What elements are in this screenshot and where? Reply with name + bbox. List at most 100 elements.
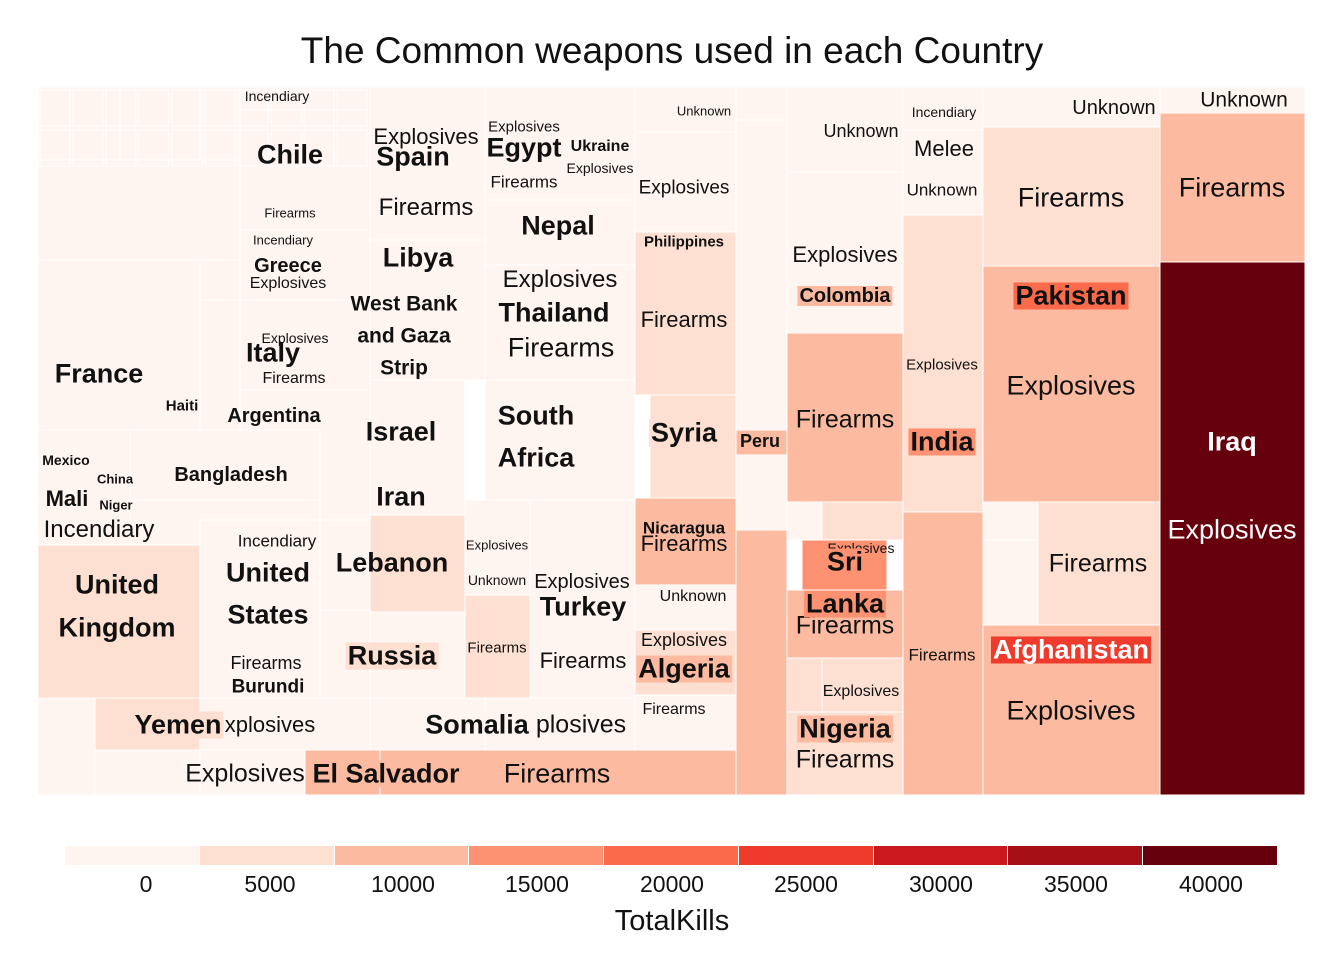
treemap-tile bbox=[902, 214, 984, 513]
treemap-tile bbox=[634, 497, 737, 586]
treemap-tile bbox=[821, 657, 904, 713]
weapon-label: Firearms bbox=[908, 645, 976, 665]
country-label: Turkey bbox=[539, 591, 627, 622]
weapon-label: Firearms bbox=[264, 205, 316, 221]
country-label: United bbox=[73, 569, 161, 600]
weapon-label: Firearms bbox=[642, 701, 706, 718]
weapon-label: Firearms bbox=[539, 648, 627, 673]
country-label: India bbox=[908, 426, 976, 457]
treemap-tile bbox=[37, 259, 201, 431]
country-label: El Salvador bbox=[310, 758, 462, 789]
treemap-tile-minor bbox=[138, 89, 170, 127]
treemap-tile bbox=[484, 86, 636, 201]
country-label: Strip bbox=[380, 356, 428, 380]
country-label: Egypt bbox=[486, 132, 562, 163]
treemap-tile bbox=[529, 499, 636, 699]
legend-swatch bbox=[738, 846, 874, 865]
treemap-tile-minor bbox=[336, 89, 368, 127]
legend-title: TotalKills bbox=[614, 905, 730, 937]
country-label: Bangladesh bbox=[174, 464, 288, 486]
country-label: China bbox=[96, 471, 134, 487]
treemap-tile-minor bbox=[39, 89, 71, 127]
treemap-tile bbox=[735, 529, 788, 796]
country-label: and Gaza bbox=[357, 324, 451, 348]
treemap-tile bbox=[37, 697, 96, 796]
treemap-tile bbox=[634, 86, 737, 133]
weapon-label: plosives bbox=[535, 710, 627, 739]
treemap-tile-minor bbox=[72, 89, 104, 127]
weapon-label: Firearms bbox=[503, 758, 611, 789]
legend-tick-label: 20000 bbox=[640, 871, 704, 897]
treemap-tile-minor bbox=[204, 129, 236, 167]
treemap-tile bbox=[821, 501, 904, 541]
weapon-label: Explosives bbox=[465, 537, 529, 553]
legend-swatch bbox=[65, 846, 200, 865]
treemap-tile bbox=[37, 159, 241, 261]
treemap-tile bbox=[902, 86, 984, 131]
treemap-tile bbox=[902, 511, 984, 796]
weapon-label: Unknown bbox=[467, 572, 527, 588]
treemap-tile bbox=[902, 129, 984, 216]
treemap-tile bbox=[37, 429, 131, 546]
country-label: Haiti bbox=[165, 397, 199, 415]
country-label: Iran bbox=[376, 481, 426, 512]
treemap-tile bbox=[94, 749, 201, 796]
legend-tick-label: 30000 bbox=[909, 871, 973, 897]
treemap-tile bbox=[37, 86, 121, 161]
country-label: Algeria bbox=[636, 653, 732, 684]
country-label: Mali bbox=[45, 486, 89, 511]
weapon-label: Explosives bbox=[502, 266, 618, 293]
country-label: United bbox=[226, 557, 310, 588]
treemap-tile bbox=[484, 379, 636, 501]
country-label: Kingdom bbox=[56, 612, 178, 643]
treemap-tile bbox=[484, 199, 636, 266]
country-label: Greece bbox=[254, 255, 322, 277]
treemap-tile bbox=[982, 501, 1039, 541]
country-label: Russia bbox=[345, 640, 439, 671]
treemap-tile bbox=[199, 519, 321, 699]
weapon-label: Incendiary bbox=[253, 232, 313, 248]
country-label: Nepal bbox=[521, 210, 595, 241]
weapon-label: Explosives bbox=[638, 177, 730, 199]
country-label: Libya bbox=[382, 242, 454, 273]
country-label: Thailand bbox=[498, 297, 610, 328]
legend-tick-label: 5000 bbox=[244, 871, 296, 897]
treemap-tile bbox=[369, 239, 486, 381]
treemap-tile bbox=[239, 299, 371, 391]
weapon-label: Firearms bbox=[795, 405, 895, 434]
treemap-tile bbox=[484, 264, 636, 381]
country-label: Colombia bbox=[797, 285, 893, 307]
country-label: Afghanistan bbox=[990, 634, 1152, 665]
treemap-tile bbox=[1159, 261, 1306, 796]
legend-tick-label: 10000 bbox=[371, 871, 435, 897]
weapon-label: Unknown bbox=[676, 103, 732, 119]
weapon-label: Incendiary bbox=[911, 104, 977, 120]
legend-tick-label: 35000 bbox=[1044, 871, 1108, 897]
treemap-tile bbox=[129, 429, 321, 501]
weapon-label: Explosives bbox=[1006, 370, 1136, 401]
weapon-label: Firearms bbox=[490, 172, 558, 192]
treemap-tile-minor bbox=[270, 129, 302, 167]
country-label: Mexico bbox=[42, 452, 90, 468]
treemap-tile bbox=[786, 332, 904, 503]
country-label: Peru bbox=[737, 431, 783, 451]
treemap-tile bbox=[1159, 86, 1306, 114]
country-label: West Bank bbox=[350, 292, 458, 316]
treemap-tile-minor bbox=[138, 129, 170, 167]
weapon-label: Explosives bbox=[822, 683, 900, 700]
country-label: Niger bbox=[99, 497, 133, 513]
legend-colorbar bbox=[65, 846, 1279, 865]
treemap-tile-minor bbox=[39, 129, 71, 167]
weapon-label: Firearms bbox=[467, 639, 527, 657]
weapon-label: Unknown bbox=[1200, 88, 1288, 112]
treemap-tile bbox=[199, 749, 306, 796]
treemap-tile bbox=[982, 126, 1161, 267]
country-label: Chile bbox=[256, 139, 324, 170]
treemap-tile-minor bbox=[72, 129, 104, 167]
weapon-label: Firearms bbox=[262, 370, 326, 387]
weapon-label: Firearms bbox=[507, 332, 615, 363]
weapon-label: Firearms bbox=[640, 531, 728, 556]
weapon-label: Explosives bbox=[185, 759, 305, 788]
country-label: Yemen bbox=[132, 709, 224, 740]
treemap-tile bbox=[119, 86, 201, 161]
